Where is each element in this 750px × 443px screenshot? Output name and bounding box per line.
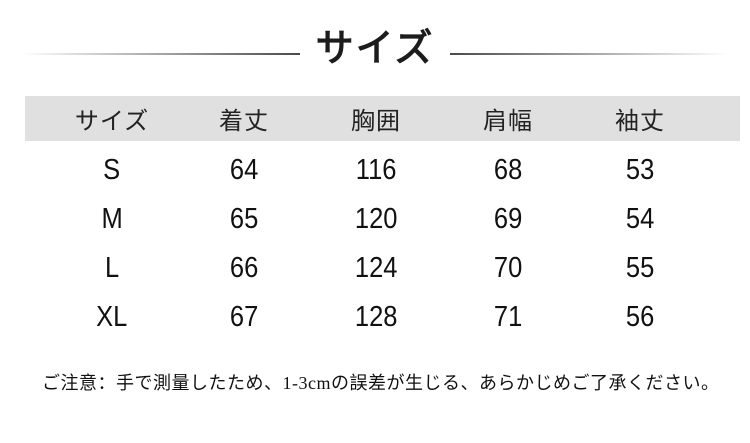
cell-sleeve: 53 (625, 154, 655, 186)
cell-body-length: 65 (229, 203, 259, 235)
cell-body-length: 66 (229, 252, 259, 284)
note-text: ご注意：手で測量したため、1-3cmの誤差が生じる、あらかじめご了承ください。 (42, 373, 720, 393)
title-section: サイズ (0, 18, 750, 70)
column-header-sleeve: 袖丈 (615, 109, 665, 135)
column-header-body-length: 着丈 (219, 109, 269, 135)
decorative-line-left (21, 53, 300, 55)
decorative-line-right (450, 53, 729, 55)
table-body: S 64 116 68 53 M 65 120 69 54 L 66 124 7… (25, 146, 740, 342)
size-table: サイズ 着丈 胸囲 肩幅 袖丈 S 64 116 68 53 M 65 120 … (25, 96, 740, 342)
cell-sleeve: 55 (625, 252, 655, 284)
cell-shoulder: 71 (493, 301, 523, 333)
cell-sleeve: 54 (625, 203, 655, 235)
cell-shoulder: 70 (493, 252, 523, 284)
size-chart-page: サイズ サイズ 着丈 胸囲 肩幅 袖丈 S 64 116 68 53 M 65 … (0, 18, 750, 395)
column-header-size: サイズ (74, 109, 150, 135)
cell-body-length: 64 (229, 154, 259, 186)
cell-body-length: 67 (229, 301, 259, 333)
cell-chest: 128 (354, 301, 398, 333)
cell-size: S (103, 154, 121, 186)
cell-size: XL (96, 301, 128, 333)
cell-chest: 124 (354, 252, 398, 284)
cell-size: L (104, 252, 120, 284)
page-title: サイズ (315, 27, 435, 70)
table-row-s: S 64 116 68 53 (25, 146, 740, 195)
column-header-shoulder: 肩幅 (483, 109, 533, 135)
column-header-chest: 胸囲 (351, 109, 401, 135)
table-row-xl: XL 67 128 71 56 (25, 293, 740, 342)
table-header-row: サイズ 着丈 胸囲 肩幅 袖丈 (25, 96, 740, 141)
cell-sleeve: 56 (625, 301, 655, 333)
table-row-m: M 65 120 69 54 (25, 195, 740, 244)
cell-shoulder: 69 (493, 203, 523, 235)
cell-size: M (101, 203, 123, 235)
cell-shoulder: 68 (493, 154, 523, 186)
cell-chest: 120 (354, 203, 398, 235)
cell-chest: 116 (355, 154, 397, 186)
table-row-l: L 66 124 70 55 (25, 244, 740, 293)
